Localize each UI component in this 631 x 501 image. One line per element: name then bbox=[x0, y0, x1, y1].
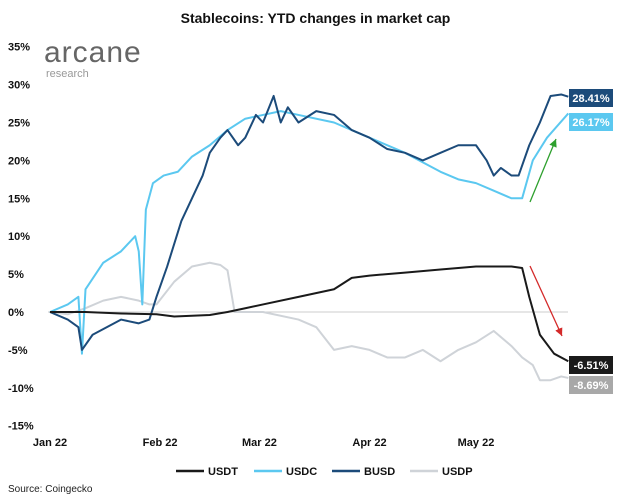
y-tick-label: -10% bbox=[8, 383, 34, 395]
logo-sub: research bbox=[46, 68, 89, 80]
y-tick-label: 30% bbox=[8, 80, 30, 92]
chart-title: Stablecoins: YTD changes in market cap bbox=[180, 10, 451, 26]
end-label-busd: 28.41% bbox=[572, 93, 610, 105]
y-tick-label: 25% bbox=[8, 118, 30, 130]
end-label-usdc: 26.17% bbox=[572, 117, 610, 129]
arcane-logo: arcane research bbox=[44, 36, 142, 81]
logo-name: arcane bbox=[44, 36, 142, 69]
y-tick-label: 0% bbox=[8, 307, 24, 319]
legend-label-busd: BUSD bbox=[364, 466, 395, 478]
trend-up-arrow bbox=[529, 138, 557, 203]
y-tick-label: -15% bbox=[8, 421, 34, 433]
end-label-box-usdt bbox=[569, 356, 613, 374]
legend-label-usdp: USDP bbox=[442, 466, 473, 478]
x-tick-label: Mar 22 bbox=[242, 437, 277, 449]
x-tick-label: Feb 22 bbox=[143, 437, 178, 449]
end-label-box-busd bbox=[569, 89, 613, 107]
end-label-usdt: -6.51% bbox=[574, 360, 609, 372]
y-tick-label: 15% bbox=[8, 193, 30, 205]
x-tick-label: Jan 22 bbox=[33, 437, 67, 449]
trend-down-arrow bbox=[529, 265, 563, 337]
y-tick-label: 20% bbox=[8, 155, 30, 167]
end-label-box-usdp bbox=[569, 376, 613, 394]
series-line-busd bbox=[49, 93, 569, 351]
series-line-usdc bbox=[49, 110, 570, 355]
y-tick-label: 35% bbox=[8, 42, 30, 54]
legend-label-usdc: USDC bbox=[286, 466, 317, 478]
y-tick-label: -5% bbox=[8, 345, 28, 357]
series-line-usdp bbox=[49, 261, 569, 382]
end-label-box-usdc bbox=[569, 113, 613, 131]
y-tick-label: 10% bbox=[8, 231, 30, 243]
source-note: Source: Coingecko bbox=[8, 484, 93, 495]
x-tick-label: May 22 bbox=[458, 437, 495, 449]
series-line-usdt bbox=[50, 265, 569, 363]
x-tick-label: Apr 22 bbox=[352, 437, 386, 449]
end-label-usdp: -8.69% bbox=[574, 380, 609, 392]
y-tick-label: 5% bbox=[8, 269, 24, 281]
legend-label-usdt: USDT bbox=[208, 466, 238, 478]
